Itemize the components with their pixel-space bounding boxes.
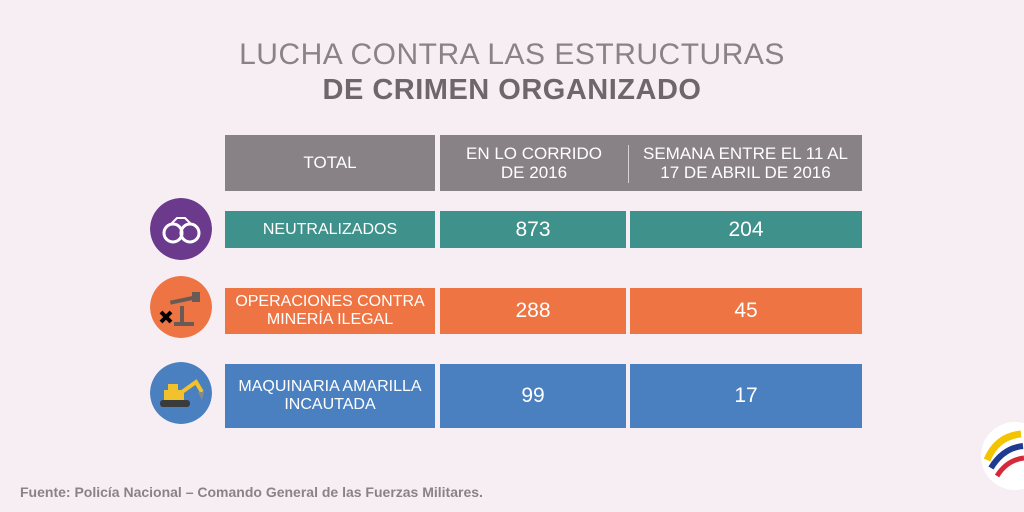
source-note: Fuente: Policía Nacional – Comando Gener… [20,484,483,500]
header-col1-text: EN LO CORRIDO DE 2016 [440,135,628,191]
row-maquinaria-label: MAQUINARIA AMARILLA INCAUTADA [225,364,435,428]
row-mineria-label-line2: MINERÍA ILEGAL [266,311,394,328]
page-title-line1: LUCHA CONTRA LAS ESTRUCTURAS [239,38,785,71]
row-neutralizados-label: NEUTRALIZADOS [225,211,435,248]
row-maquinaria-label-line1: MAQUINARIA AMARILLA [238,378,422,396]
header-year-to-date [440,135,862,191]
row-maquinaria-label-line2: INCAUTADA [284,396,376,413]
row-maquinaria-week: 17 [630,364,862,428]
row-neutralizados-ytd: 873 [440,211,626,248]
header-col1-line2: DE 2016 [500,163,568,182]
row-mineria-week: 45 [630,288,862,334]
oil-pump-icon [150,276,212,338]
handcuffs-icon [150,198,212,260]
header-divider [628,145,629,183]
header-total: TOTAL [225,135,435,191]
header-col2-line1: SEMANA ENTRE EL 11 AL [642,143,849,163]
header-col1-line1: EN LO CORRIDO [465,143,603,163]
row-maquinaria-ytd: 99 [440,364,626,428]
row-mineria-label: OPERACIONES CONTRA MINERÍA ILEGAL [225,288,435,334]
excavator-icon [150,362,212,424]
row-mineria-ytd: 288 [440,288,626,334]
row-neutralizados-week: 204 [630,211,862,248]
colombia-logo-icon [975,420,1024,490]
row-mineria-label-line1: OPERACIONES CONTRA [235,293,425,311]
page-title-line2: DE CRIMEN ORGANIZADO [322,74,702,106]
header-col2-line2: 17 DE ABRIL DE 2016 [660,163,831,182]
header-col2-text: SEMANA ENTRE EL 11 AL 17 DE ABRIL DE 201… [629,135,862,191]
